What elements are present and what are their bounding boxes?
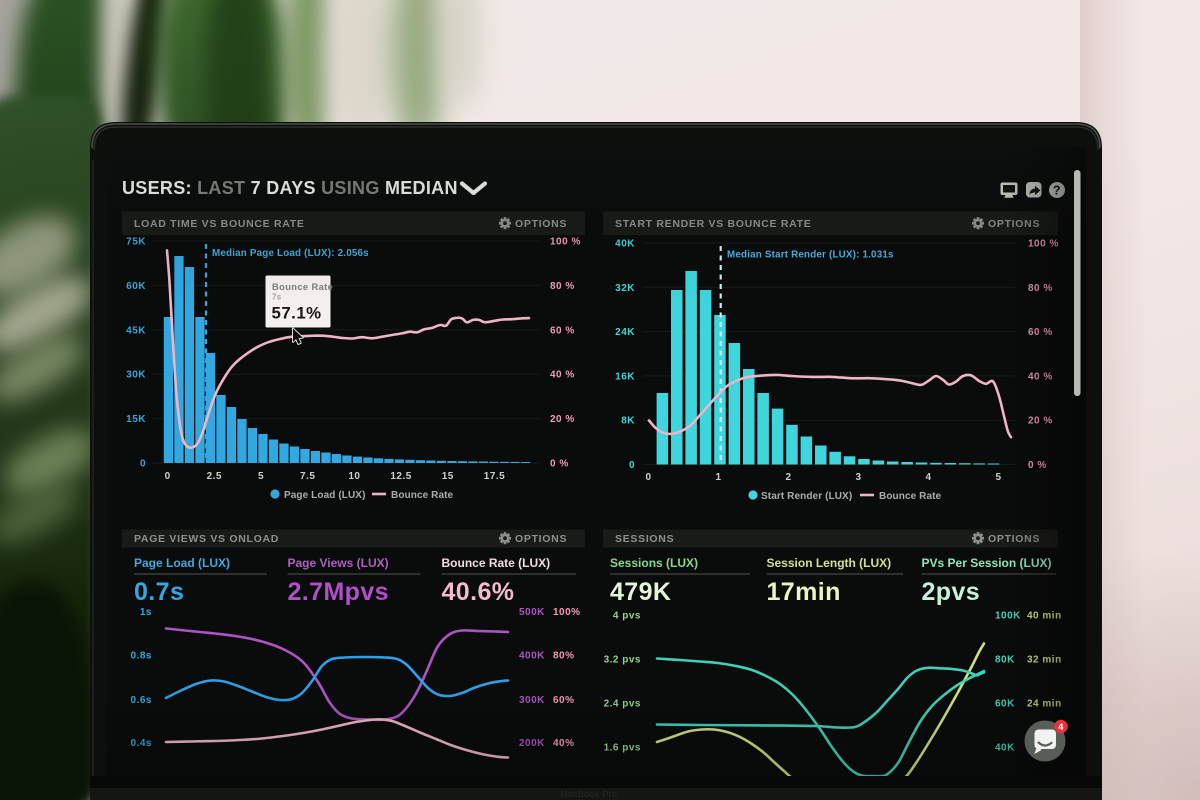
svg-text:MacBook Pro: MacBook Pro: [560, 789, 617, 799]
svg-text:4: 4: [1058, 722, 1064, 733]
